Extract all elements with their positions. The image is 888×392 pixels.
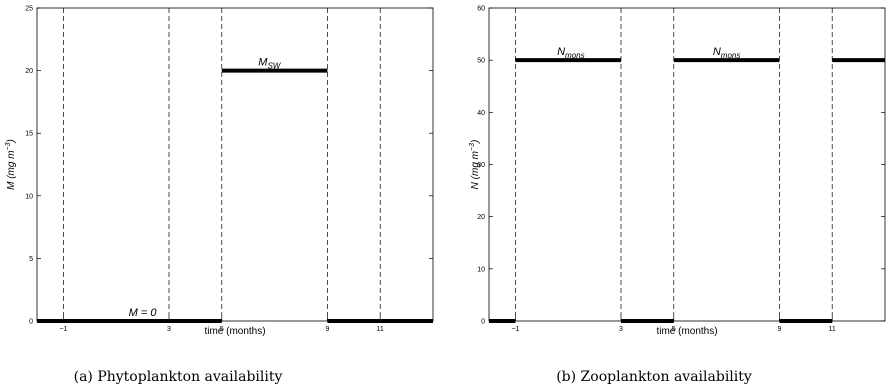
x-tick-label: 3 — [167, 326, 171, 333]
plot-frame — [488, 7, 886, 322]
y-tick-label: 10 — [25, 193, 33, 200]
y-axis-label: N (mg m−3) — [469, 140, 481, 190]
panel-b: 0 10 20 30 40 50 60 −1 3 5 9 11 time (months) N (mg m… — [469, 6, 886, 385]
series-annotation: MSW — [258, 57, 282, 71]
series-annotation: Nmons — [713, 46, 741, 60]
x-tick-label: 3 — [619, 326, 623, 333]
y-tick-label: 0 — [29, 319, 33, 326]
panel-a: 0 5 10 15 20 25 −1 3 5 9 11 time (months) M (mg m−3)… — [5, 6, 434, 385]
series-annotation: M = 0 — [129, 307, 158, 319]
x-tick-label: 11 — [829, 326, 836, 333]
panel-caption: (b) Zooplankton availability — [556, 369, 752, 385]
y-tick-label: 30 — [477, 162, 485, 169]
x-tick-label: −1 — [59, 326, 67, 333]
y-tick-label: 40 — [477, 110, 485, 117]
y-tick-label: 5 — [29, 256, 33, 263]
y-tick-label: 20 — [25, 68, 33, 75]
x-tick-label: 11 — [377, 326, 384, 333]
series-annotation: Nmons — [557, 46, 585, 60]
x-axis-label: time (months) — [656, 326, 717, 337]
y-tick-label: 50 — [477, 58, 485, 65]
panel-caption: (a) Phytoplankton availability — [74, 369, 283, 385]
y-tick-label: 25 — [25, 6, 33, 13]
y-tick-label: 0 — [481, 319, 485, 326]
x-axis-label: time (months) — [204, 326, 265, 337]
x-tick-label: 9 — [777, 326, 781, 333]
x-tick-label: 9 — [325, 326, 329, 333]
y-tick-label: 20 — [477, 214, 485, 221]
x-tick-label: −1 — [511, 326, 519, 333]
y-tick-label: 15 — [25, 131, 33, 138]
plot-frame — [36, 7, 434, 322]
x-tick-label: 5 — [220, 326, 224, 333]
y-tick-label: 10 — [477, 266, 485, 273]
y-axis-label: M (mg m−3) — [5, 139, 17, 190]
x-tick-label: 5 — [672, 326, 676, 333]
y-tick-label: 60 — [477, 6, 485, 13]
